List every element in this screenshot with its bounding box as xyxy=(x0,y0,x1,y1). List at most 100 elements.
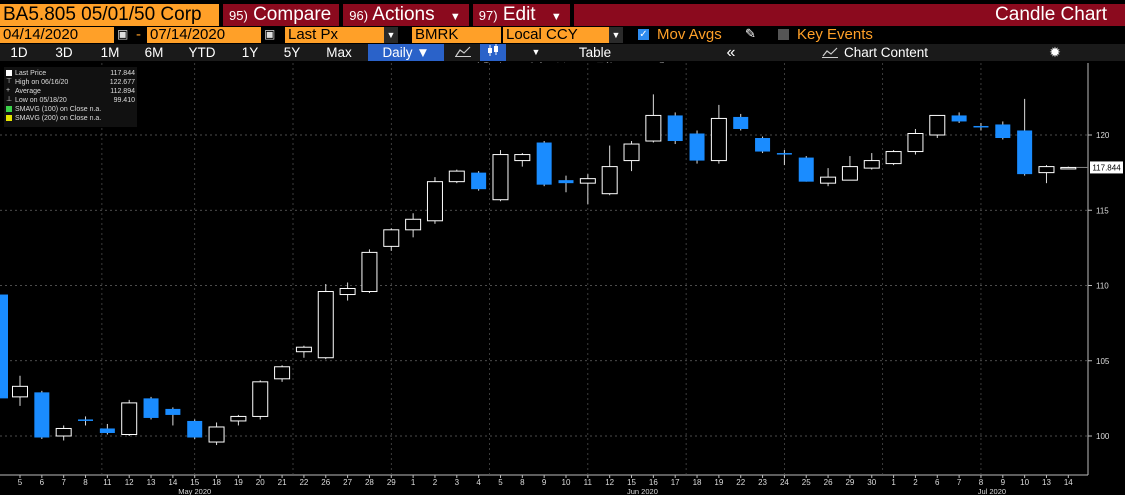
last-price-label: 117.844 xyxy=(1092,163,1121,172)
candle-body xyxy=(492,154,509,201)
candle-body xyxy=(645,114,662,142)
range-button-ytd[interactable]: YTD xyxy=(188,45,216,60)
legend-label: SMAVG (200) on Close xyxy=(15,115,88,122)
x-tick-label: 14 xyxy=(168,478,177,487)
x-tick-label: 8 xyxy=(520,478,525,487)
source-field[interactable]: BMRK xyxy=(412,27,501,43)
chevron-down-icon[interactable]: ▼ xyxy=(609,27,623,43)
candle-chart-icon[interactable] xyxy=(480,44,506,61)
candle-body xyxy=(361,251,378,293)
chevron-down-icon[interactable]: ▼ xyxy=(384,27,398,43)
x-tick-label: 29 xyxy=(845,478,854,487)
x-tick-label: 23 xyxy=(758,478,767,487)
range-button-6m[interactable]: 6M xyxy=(144,45,164,60)
y-axis-labels: 100 105 110 115 120 xyxy=(1088,131,1110,441)
range-button-1y[interactable]: 1Y xyxy=(241,45,259,60)
calendar-icon[interactable]: ▣ xyxy=(264,27,276,41)
chevron-down-icon[interactable]: ▼ xyxy=(531,47,541,57)
gear-icon[interactable]: ✹ xyxy=(1049,44,1061,60)
compare-hotkey: 95) xyxy=(229,8,248,23)
legend-smavg-100: SMAVG (100) on Close n.a. xyxy=(6,105,135,114)
x-tick-label: 16 xyxy=(649,478,658,487)
legend-value: n.a. xyxy=(89,106,102,113)
candle-body xyxy=(426,181,443,222)
legend-swatch xyxy=(6,115,12,122)
x-tick-label: 26 xyxy=(321,478,330,487)
candle-body xyxy=(78,419,94,421)
x-tick-label: 7 xyxy=(957,478,962,487)
line-chart-icon-glyph xyxy=(455,46,471,57)
compare-button[interactable]: 95) Compare xyxy=(223,4,340,26)
candle-body xyxy=(667,115,683,142)
candle-body xyxy=(601,166,618,195)
pencil-icon[interactable]: ✎ xyxy=(745,26,756,41)
candle-body xyxy=(776,153,792,155)
candle-body xyxy=(733,116,749,129)
key-events-label[interactable]: Key Events xyxy=(797,26,873,43)
month-label: May 2020 xyxy=(178,487,211,495)
candle-body xyxy=(55,427,72,437)
compare-label: Compare xyxy=(253,4,332,25)
x-tick-label: 15 xyxy=(190,478,199,487)
chart-content-button[interactable]: Chart Content xyxy=(800,44,950,61)
month-label: Jun 2020 xyxy=(627,487,658,495)
candle-body xyxy=(841,166,858,181)
table-button[interactable]: Table xyxy=(578,45,612,60)
field-select[interactable]: Last Px xyxy=(285,27,384,43)
legend-value: 122.677 xyxy=(109,79,135,86)
legend-value: 112.894 xyxy=(110,88,135,95)
legend-last-price: Last Price 117.844 xyxy=(6,69,135,78)
x-tick-label: 5 xyxy=(18,478,23,487)
candle-body xyxy=(907,132,924,153)
calendar-icon[interactable]: ▣ xyxy=(117,27,129,41)
candle-body xyxy=(514,154,531,162)
candle-body xyxy=(1038,166,1055,174)
x-tick-label: 1 xyxy=(411,478,416,487)
candle-body xyxy=(1017,130,1033,175)
average-icon: + xyxy=(6,87,11,95)
range-button-1d[interactable]: 1D xyxy=(10,45,28,60)
x-tick-label: 25 xyxy=(802,478,811,487)
chart-content-label: Chart Content xyxy=(843,45,929,60)
y-tick-label: 120 xyxy=(1096,131,1110,140)
currency-select[interactable]: Local CCY xyxy=(503,27,609,43)
x-tick-label: 15 xyxy=(627,478,636,487)
period-select[interactable]: Daily ▼ xyxy=(368,44,444,61)
candle-body xyxy=(208,426,225,443)
x-tick-label: 8 xyxy=(979,478,984,487)
candle-body xyxy=(339,288,356,296)
x-tick-label: 1 xyxy=(891,478,896,487)
ticker-field[interactable]: BA5.805 05/01/50 Corp xyxy=(0,4,219,26)
x-tick-label: 6 xyxy=(40,478,45,487)
candle-body xyxy=(317,291,334,359)
header-bar: BA5.805 05/01/50 Corp 95) Compare 96) Ac… xyxy=(0,4,1125,26)
x-tick-label: 27 xyxy=(343,478,352,487)
edit-button[interactable]: 97) Edit ▼ xyxy=(472,4,570,26)
x-tick-label: 12 xyxy=(125,478,134,487)
y-tick-label: 100 xyxy=(1096,432,1110,441)
date-separator: - xyxy=(136,26,141,43)
legend-swatch xyxy=(6,106,12,113)
mov-avgs-checkbox[interactable]: ✓ xyxy=(638,29,649,40)
legend-label: Low on 05/18/20 xyxy=(15,97,67,104)
x-tick-label: 30 xyxy=(867,478,876,487)
key-events-checkbox[interactable] xyxy=(778,29,789,40)
candle-body xyxy=(99,428,115,433)
range-button-5y[interactable]: 5Y xyxy=(283,45,301,60)
mov-avgs-label[interactable]: Mov Avgs xyxy=(657,26,722,43)
legend-low: ⊥ Low on 05/18/20 99.410 xyxy=(6,96,135,105)
range-button-3d[interactable]: 3D xyxy=(55,45,73,60)
candle-body xyxy=(471,172,487,190)
candle-body xyxy=(863,160,880,169)
range-button-max[interactable]: Max xyxy=(326,45,352,60)
end-date-field[interactable]: 07/14/2020 xyxy=(147,27,261,43)
legend-swatch xyxy=(6,70,12,77)
range-button-1m[interactable]: 1M xyxy=(100,45,120,60)
actions-button[interactable]: 96) Actions ▼ xyxy=(343,4,469,26)
candle-body xyxy=(143,398,159,418)
line-chart-icon[interactable] xyxy=(450,44,476,61)
start-date-field[interactable]: 04/14/2020 xyxy=(0,27,114,43)
collapse-icon[interactable]: « xyxy=(726,44,736,61)
y-tick-label: 110 xyxy=(1096,282,1109,291)
